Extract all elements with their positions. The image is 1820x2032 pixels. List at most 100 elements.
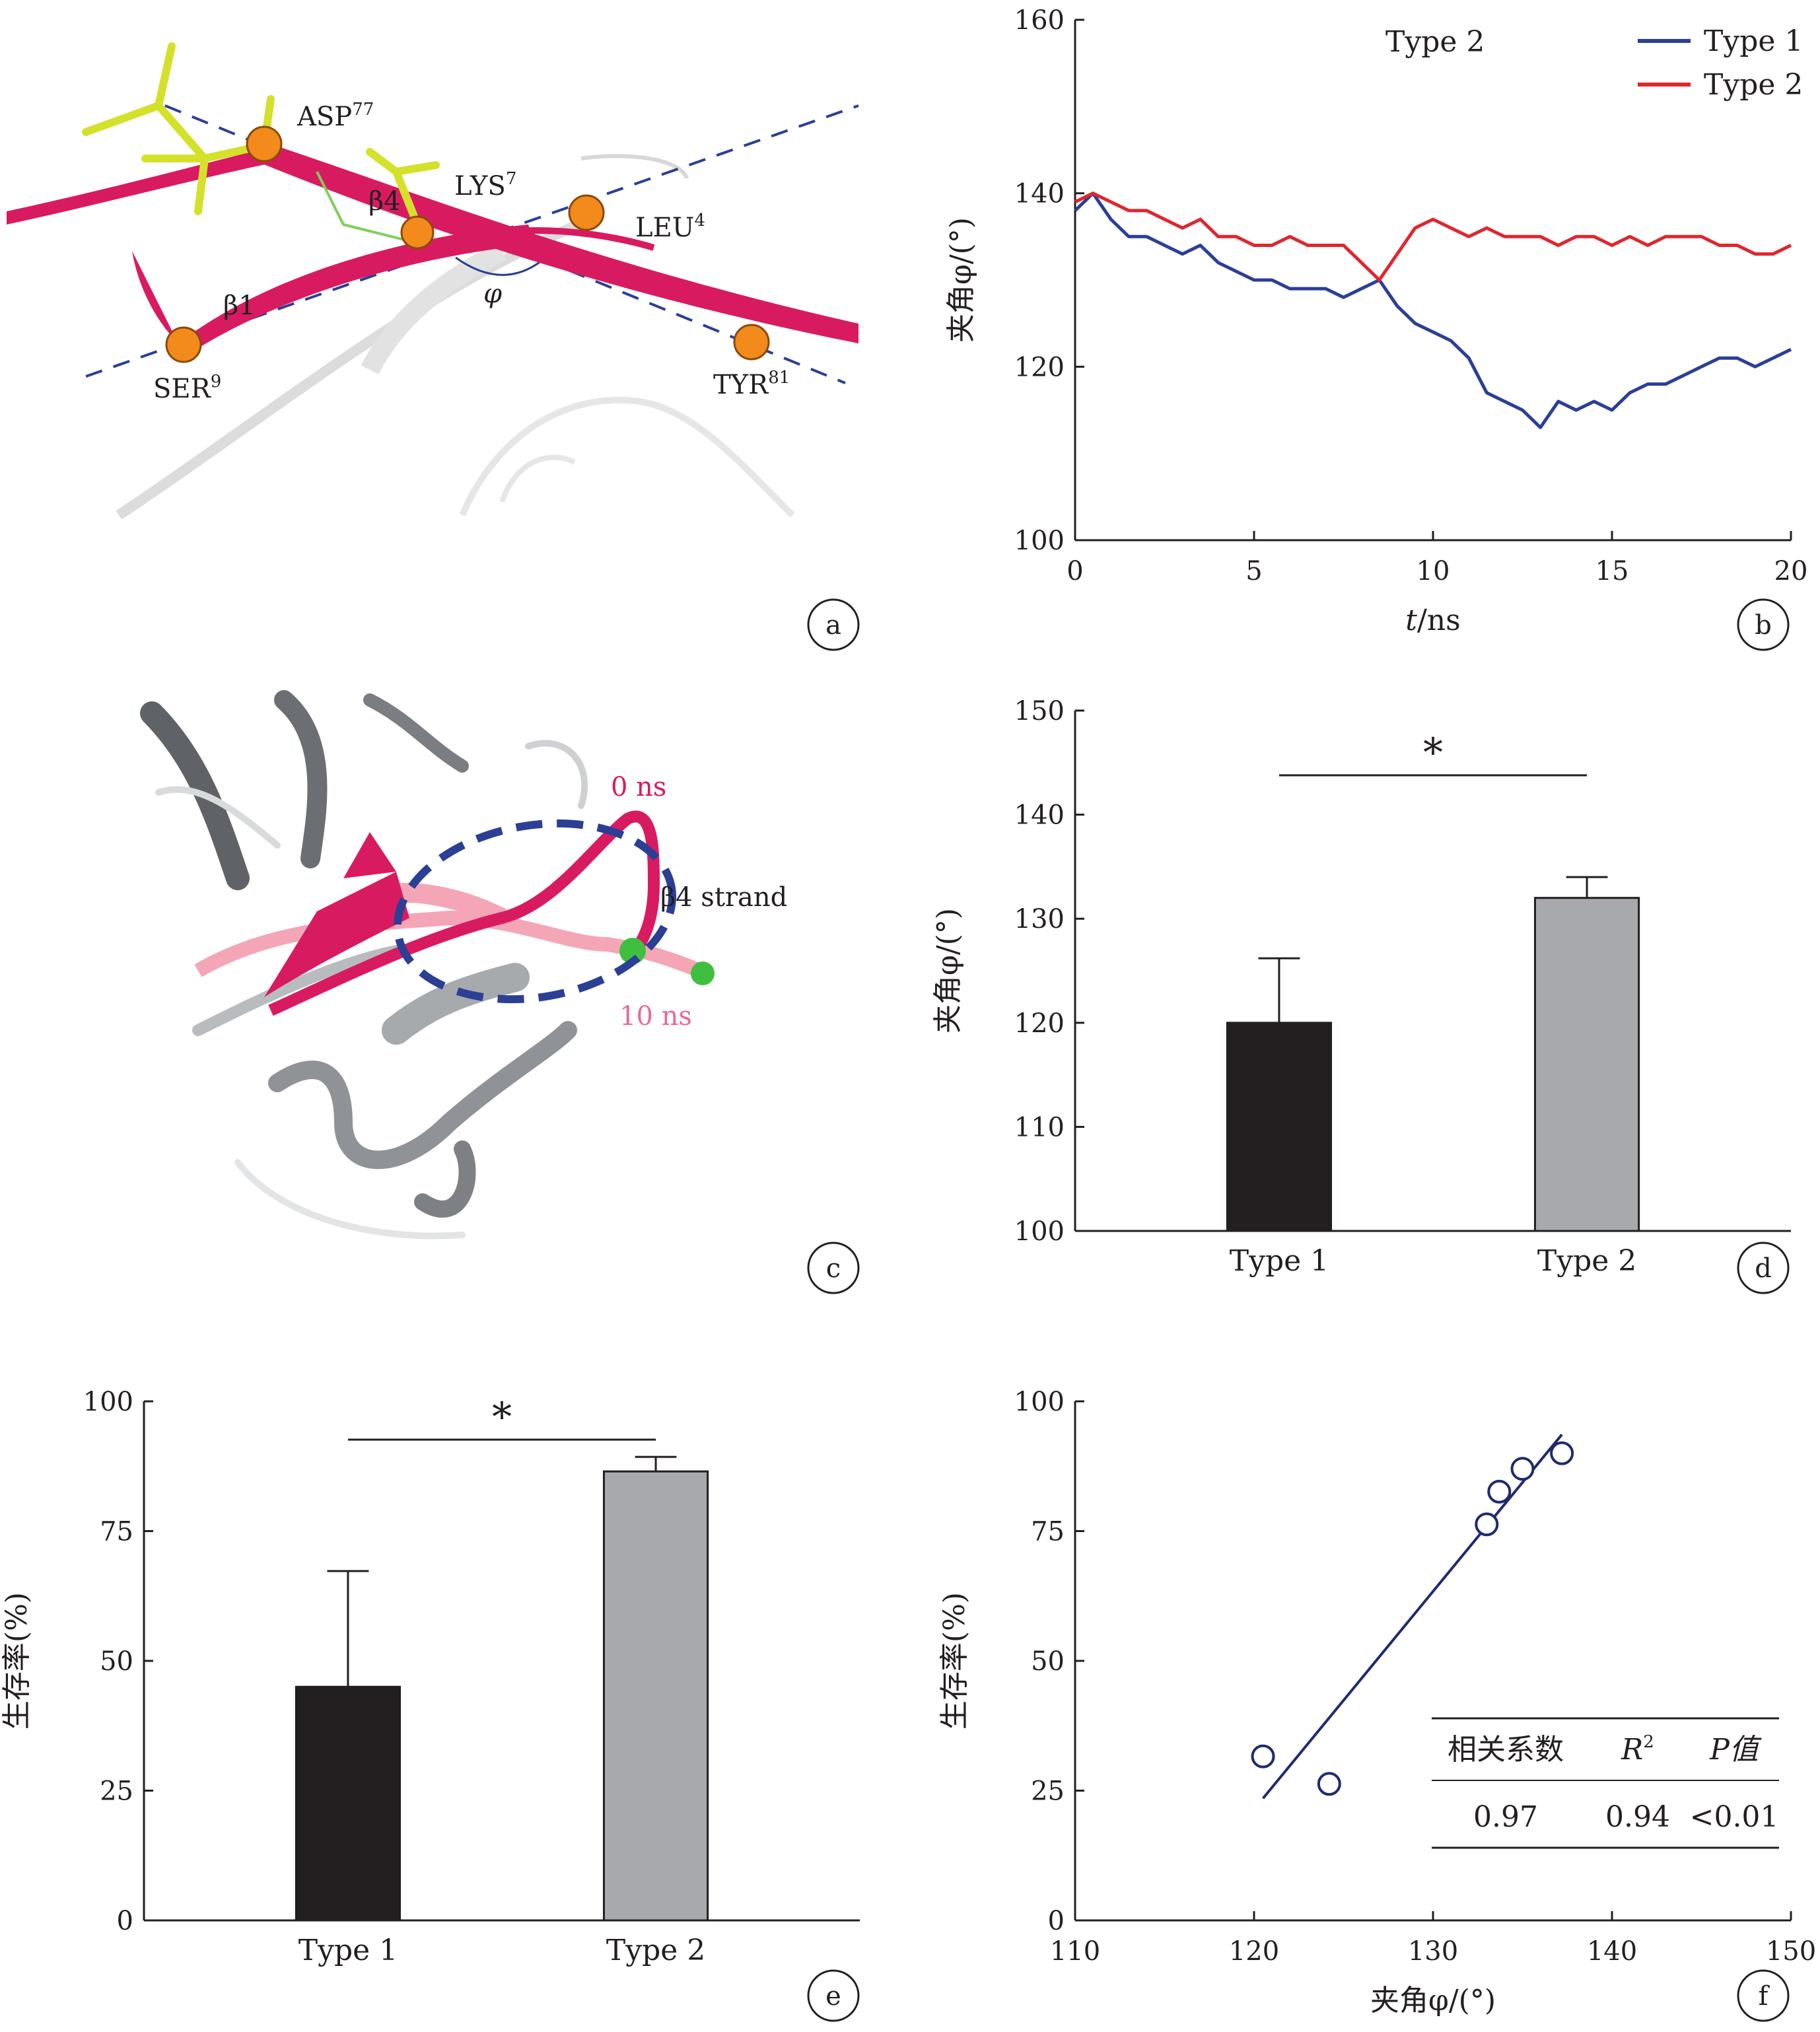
series-line-type-1: [1074, 192, 1792, 429]
panel-label-c: c: [807, 1242, 860, 1294]
bar-type-2: [1533, 897, 1640, 1232]
table-header-p: P值: [1709, 1733, 1762, 1767]
y-axis-label: 生存率(%): [938, 1592, 971, 1730]
panel-badges: a b c d e f: [807, 598, 1790, 2022]
panel-label-d: d: [1737, 1242, 1790, 1294]
legend-label: Type 2: [1704, 68, 1803, 102]
table-value: 0.97: [1473, 1800, 1538, 1834]
svg-text:c: c: [826, 1253, 841, 1284]
ribbon-left: [7, 149, 277, 225]
y-tick-label: 120: [1014, 352, 1065, 382]
x-tick-label: 10: [1417, 556, 1450, 586]
series-line-type-2: [1074, 192, 1792, 282]
y-tick-label: 0: [117, 1906, 133, 1936]
y-axis-label: 夹角φ/(°): [931, 908, 965, 1034]
atom-spheres: [165, 125, 770, 363]
x-category-label: Type 1: [298, 1934, 398, 1967]
panel-label-e: e: [807, 1969, 860, 2022]
panel-f-scatter-chart: 0 25 50 75 100 110 120 130 140 150 夹角φ/(°) 生存率(%) 相关…: [938, 1387, 1816, 2017]
atom-end: [691, 962, 715, 985]
x-axis-label: 夹角φ/(°): [1370, 1984, 1496, 2017]
y-tick-label: 50: [1031, 1646, 1065, 1677]
bar-type-1: [295, 1685, 402, 1922]
y-axis-label: 夹角φ/(°): [944, 217, 978, 343]
scatter-point: [1251, 1744, 1275, 1769]
y-tick-label: 25: [1031, 1776, 1065, 1807]
x-category-label: Type 2: [1537, 1244, 1636, 1278]
y-tick-label: 120: [1014, 1008, 1065, 1039]
y-tick-label: 25: [100, 1776, 133, 1807]
legend-label: Type 1: [1704, 24, 1803, 58]
ribbon-0ns: [268, 810, 660, 1016]
svg-text:e: e: [825, 1981, 841, 2012]
y-tick-label: 50: [100, 1646, 133, 1677]
y-tick-label: 130: [1014, 904, 1065, 934]
y-axis-label: 生存率(%): [0, 1592, 34, 1730]
scatter-point: [1550, 1441, 1574, 1465]
scatter-point: [1475, 1512, 1499, 1537]
y-tick-label: 160: [1014, 5, 1065, 36]
x-category-label: Type 1: [1230, 1244, 1329, 1278]
x-tick-label: 20: [1774, 556, 1808, 586]
atom-start: [619, 938, 646, 964]
phi-angle-label: φ: [483, 279, 502, 309]
label-beta4-strand: β4 strand: [660, 882, 787, 913]
y-tick-label: 100: [83, 1387, 133, 1417]
y-tick-label: 150: [1014, 696, 1065, 726]
residue-tyr-label: TYR81: [713, 368, 790, 400]
x-tick-label: 130: [1408, 1936, 1458, 1967]
label-0ns: 0 ns: [611, 772, 666, 802]
scatter-point: [1317, 1772, 1341, 1796]
x-tick-label: 15: [1595, 556, 1629, 586]
residue-asp-label: ASP77: [297, 100, 374, 132]
bar-type-1: [1226, 1022, 1333, 1232]
x-axis-unit: /ns: [1417, 604, 1461, 637]
beta1-ribbon: [132, 225, 535, 357]
x-axis-label: t/ns: [1405, 604, 1460, 637]
y-tick-label: 100: [1014, 1216, 1065, 1247]
panel-label-a: a: [807, 598, 860, 651]
x-tick-label: 150: [1766, 1936, 1816, 1967]
beta1-label: β1: [223, 291, 256, 321]
table-header-correlation: 相关系数: [1448, 1733, 1564, 1767]
side-chain-sticks: [82, 42, 440, 242]
table-value: 0.94: [1605, 1800, 1670, 1834]
x-tick-label: 5: [1245, 556, 1262, 586]
panel-a-illustration: ASP77 LYS7 LEU4 SER9 TYR81 β4 β1 φ: [7, 13, 859, 522]
y-tick-label: 100: [1014, 526, 1065, 556]
table-header-r2: R2: [1621, 1732, 1654, 1767]
panel-e-bar-chart: 0 25 50 75 100 生存率(%) Type 1 Type 2 *: [0, 1387, 860, 1967]
table-header-r: R: [1621, 1733, 1643, 1767]
scatter-point: [1510, 1457, 1535, 1481]
residue-ser-label: SER9: [153, 372, 221, 404]
panel-c-illustration: 0 ns β4 strand 10 ns: [140, 690, 804, 1252]
highlight-ellipse: [393, 819, 677, 1004]
angle-arc: [455, 256, 542, 276]
y-tick-label: 0: [1048, 1906, 1065, 1936]
significance-marker: *: [492, 1394, 512, 1440]
svg-text:d: d: [1755, 1253, 1772, 1284]
y-tick-label: 110: [1014, 1112, 1065, 1142]
fit-line: [1262, 1434, 1563, 1800]
x-category-label: Type 2: [606, 1934, 705, 1967]
x-tick-label: 140: [1587, 1936, 1637, 1967]
y-tick-label: 100: [1014, 1387, 1065, 1417]
x-axis-var: t: [1405, 604, 1417, 637]
residue-leu-label: LEU4: [635, 211, 705, 243]
significance-marker: *: [1423, 730, 1443, 776]
y-tick-label: 75: [100, 1517, 133, 1547]
table-value: <0.01: [1690, 1800, 1779, 1834]
y-tick-label: 140: [1014, 179, 1065, 209]
x-tick-label: 0: [1067, 556, 1083, 586]
panel-label-b: b: [1737, 598, 1790, 651]
svg-text:f: f: [1759, 1981, 1770, 2012]
x-tick-label: 110: [1050, 1936, 1100, 1967]
x-tick-label: 120: [1229, 1936, 1279, 1967]
table-header-r-sup: 2: [1643, 1732, 1654, 1752]
y-tick-label: 75: [1031, 1517, 1065, 1547]
panel-d-bar-chart: 100 110 120 130 140 150 夹角φ/(°) Type 1 Type 2 *: [931, 696, 1791, 1278]
panel-b-line-chart: 100 120 140 160 0 5 10 15 20 t/ns 夹角φ/(°) Type 2 Typ…: [944, 5, 1807, 637]
svg-text:a: a: [825, 610, 841, 641]
beta4-label: β4: [368, 186, 401, 217]
